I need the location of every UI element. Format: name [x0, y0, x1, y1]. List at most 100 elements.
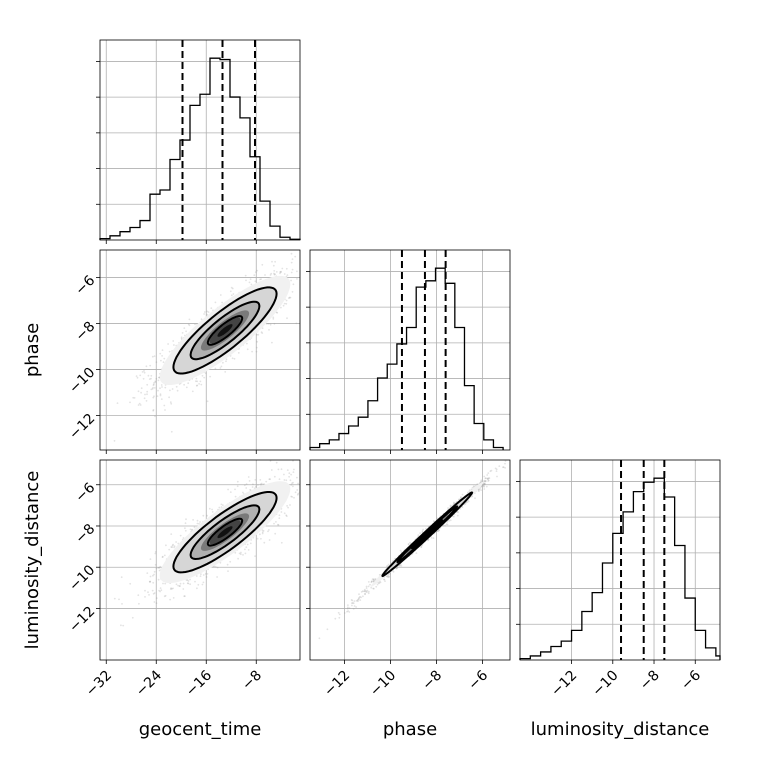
scatter-point: [280, 511, 283, 513]
scatter-point: [157, 578, 160, 581]
scatter-point: [206, 514, 209, 517]
scatter-point: [142, 377, 145, 380]
scatter-point: [485, 477, 487, 479]
scatter-point: [145, 400, 148, 402]
scatter-point: [400, 565, 403, 567]
scatter-point: [140, 387, 143, 390]
scatter-point: [494, 467, 497, 470]
scatter-point: [334, 245, 336, 247]
scatter-point: [155, 361, 158, 364]
scatter-point: [466, 501, 469, 503]
scatter-point: [206, 573, 209, 575]
scatter-panel-geocent-time-luminosity-distance: −12−10−8−6: [66, 459, 313, 664]
scatter-point: [364, 592, 366, 595]
scatter-point: [159, 590, 162, 593]
scatter-point: [220, 503, 223, 506]
scatter-point: [261, 332, 264, 334]
scatter-point: [280, 468, 283, 471]
scatter-point: [347, 610, 349, 612]
scatter-point: [386, 564, 389, 567]
scatter-point: [409, 541, 411, 544]
scatter-point: [486, 477, 489, 480]
scatter-point: [203, 313, 206, 315]
scatter-point: [152, 581, 155, 584]
scatter-point: [421, 530, 424, 532]
scatter-point: [171, 544, 174, 547]
scatter-point: [485, 485, 488, 488]
scatter-point: [202, 574, 205, 576]
scatter-point: [361, 590, 364, 593]
scatter-point: [370, 581, 373, 584]
scatter-point: [438, 529, 441, 532]
panel-content: [100, 460, 313, 660]
scatter-point: [351, 599, 354, 602]
scatter-point: [254, 555, 256, 557]
scatter-point: [386, 565, 388, 568]
scatter-point: [484, 477, 487, 480]
scatter-point: [291, 258, 294, 261]
scatter-point: [247, 549, 250, 551]
scatter-point: [186, 579, 189, 581]
scatter-point: [288, 475, 290, 478]
scatter-point: [208, 507, 211, 510]
scatter-point: [367, 590, 370, 593]
scatter-point: [154, 415, 156, 418]
scatter-point: [285, 514, 288, 517]
scatter-point: [244, 274, 247, 277]
scatter-point: [483, 475, 486, 478]
scatter-point: [196, 587, 198, 590]
scatter-point: [448, 520, 450, 522]
x-tick-label-geocent-time: −32: [83, 668, 115, 700]
scatter-point: [164, 409, 166, 411]
scatter-point: [249, 542, 252, 545]
scatter-point: [155, 377, 158, 380]
scatter-point: [346, 610, 348, 613]
scatter-point: [248, 480, 251, 482]
contour-level-3: [172, 491, 278, 574]
y-tick-label: −12: [66, 411, 98, 443]
scatter-point: [146, 383, 149, 386]
scatter-point: [170, 546, 173, 548]
scatter-point: [169, 598, 172, 601]
scatter-point: [147, 591, 149, 594]
scatter-point: [480, 480, 483, 483]
scatter-point: [234, 488, 236, 491]
scatter-point: [194, 580, 196, 583]
scatter-point: [153, 355, 156, 357]
scatter-point: [517, 448, 519, 450]
scatter-point: [255, 485, 257, 488]
scatter-point: [176, 389, 179, 392]
panels: −12−10−8−6−12−10−8−6−32 −24 −16 −8 −12 −10 −8−…: [66, 39, 721, 700]
scatter-point: [244, 548, 246, 551]
scatter-point: [387, 575, 389, 577]
scatter-point: [251, 486, 254, 488]
scatter-point: [355, 606, 357, 608]
scatter-point: [286, 469, 289, 471]
scatter-point: [488, 477, 491, 480]
scatter-point: [159, 394, 162, 397]
scatter-point: [489, 470, 492, 473]
scatter-point: [367, 592, 370, 595]
scatter-point: [477, 489, 480, 492]
scatter-point: [484, 482, 487, 485]
scatter-point: [311, 492, 313, 494]
scatter-point: [248, 281, 251, 284]
scatter-point: [150, 388, 153, 391]
scatter-point: [347, 606, 349, 609]
scatter-point: [306, 475, 308, 477]
scatter-point: [226, 563, 229, 566]
scatter-point: [163, 595, 166, 598]
scatter-point: [269, 460, 272, 462]
contour-level-3: [172, 286, 278, 375]
scatter-point: [195, 380, 197, 383]
scatter-point: [280, 306, 282, 309]
scatter-point: [197, 583, 200, 586]
scatter-point: [487, 478, 489, 481]
scatter-point: [301, 271, 303, 273]
scatter-point: [182, 588, 185, 590]
x-axis-label-luminosity-distance: luminosity_distance: [531, 719, 710, 740]
scatter-point: [301, 276, 303, 278]
scatter-point: [303, 481, 305, 483]
scatter-point: [204, 573, 207, 575]
scatter-point: [358, 596, 361, 599]
